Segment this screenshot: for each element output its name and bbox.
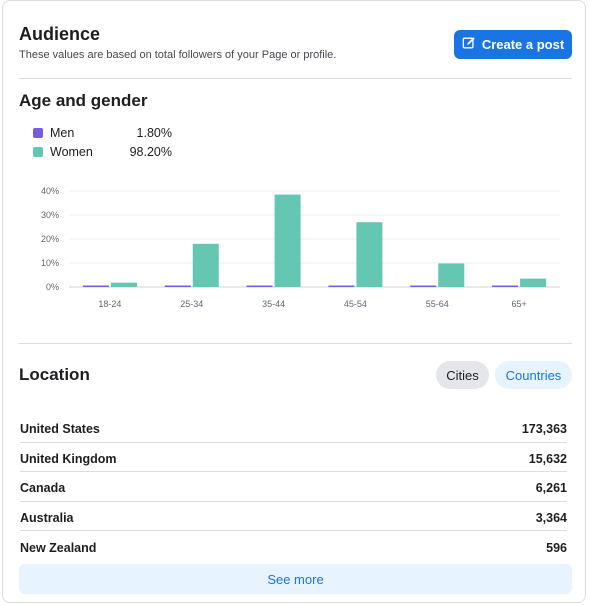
location-title: Location: [19, 365, 90, 384]
y-tick-label: 0%: [46, 282, 59, 292]
tab-cities[interactable]: Cities: [436, 361, 489, 389]
bar-women-45-54[interactable]: [356, 222, 383, 287]
audience-title: Audience: [19, 24, 101, 44]
y-tick-label: 20%: [41, 234, 59, 244]
x-tick-label: 45-54: [344, 299, 367, 309]
age-gender-title: Age and gender: [19, 91, 148, 110]
bar-women-55-64[interactable]: [438, 263, 465, 287]
divider: [19, 78, 572, 79]
list-item: Australia 3,364: [20, 502, 567, 532]
legend-item-women: Women 98.20%: [33, 142, 172, 161]
audience-card: Audience These values are based on total…: [2, 0, 586, 603]
list-item: United Kingdom 15,632: [20, 443, 567, 473]
see-more-button[interactable]: See more: [19, 564, 572, 594]
y-tick-label: 30%: [41, 210, 59, 220]
legend-swatch-men: [33, 127, 43, 138]
location-count: 6,261: [535, 481, 567, 496]
divider: [19, 343, 572, 344]
y-tick-label: 40%: [41, 186, 59, 196]
x-tick-label: 25-34: [180, 299, 203, 309]
location-name: United Kingdom: [20, 451, 117, 466]
x-tick-label: 35-44: [262, 299, 285, 309]
legend-value: 98.20%: [129, 144, 172, 159]
location-name: United States: [20, 422, 100, 437]
x-tick-label: 65+: [511, 299, 526, 309]
legend-label: Women: [50, 144, 93, 159]
bar-women-35-44[interactable]: [274, 194, 301, 287]
legend-label: Men: [50, 125, 75, 140]
age-gender-bar-chart: 0% 10% 20% 30% 40% 18-24 25-34 35-44 45-54 55-64 6…: [41, 186, 560, 309]
location-count: 15,632: [528, 451, 567, 466]
legend-swatch-women: [33, 146, 43, 157]
y-tick-label: 10%: [41, 258, 59, 268]
bar-men-45-54[interactable]: [328, 285, 355, 288]
chart-legend: Men 1.80% Women 98.20%: [33, 123, 172, 161]
tab-countries[interactable]: Countries: [495, 361, 572, 389]
bar-women-18-24[interactable]: [110, 282, 137, 287]
location-name: Canada: [20, 481, 66, 496]
location-list: United States 173,363 United Kingdom 15,…: [20, 413, 567, 561]
create-post-button[interactable]: Create a post: [454, 30, 572, 59]
list-item: United States 173,363: [20, 413, 567, 443]
list-item: Canada 6,261: [20, 472, 567, 502]
location-name: Australia: [20, 511, 74, 526]
bar-men-35-44[interactable]: [246, 285, 273, 288]
edit-icon: [462, 36, 476, 53]
legend-item-men: Men 1.80%: [33, 123, 172, 142]
location-count: 173,363: [521, 422, 567, 437]
create-post-label: Create a post: [481, 37, 565, 52]
x-tick-label: 18-24: [98, 299, 121, 309]
location-count: 596: [546, 541, 567, 556]
location-count: 3,364: [535, 511, 567, 526]
bar-women-25-34[interactable]: [192, 243, 219, 287]
bar-men-55-64[interactable]: [410, 285, 437, 288]
bar-men-25-34[interactable]: [164, 285, 191, 288]
audience-subtitle: These values are based on total follower…: [19, 49, 337, 61]
x-tick-label: 55-64: [426, 299, 449, 309]
bar-men-65+[interactable]: [492, 285, 519, 288]
bar-men-18-24[interactable]: [82, 285, 109, 288]
list-item: New Zealand 596: [20, 531, 567, 561]
legend-value: 1.80%: [136, 125, 172, 140]
bar-women-65+[interactable]: [520, 278, 547, 287]
location-name: New Zealand: [20, 541, 97, 556]
